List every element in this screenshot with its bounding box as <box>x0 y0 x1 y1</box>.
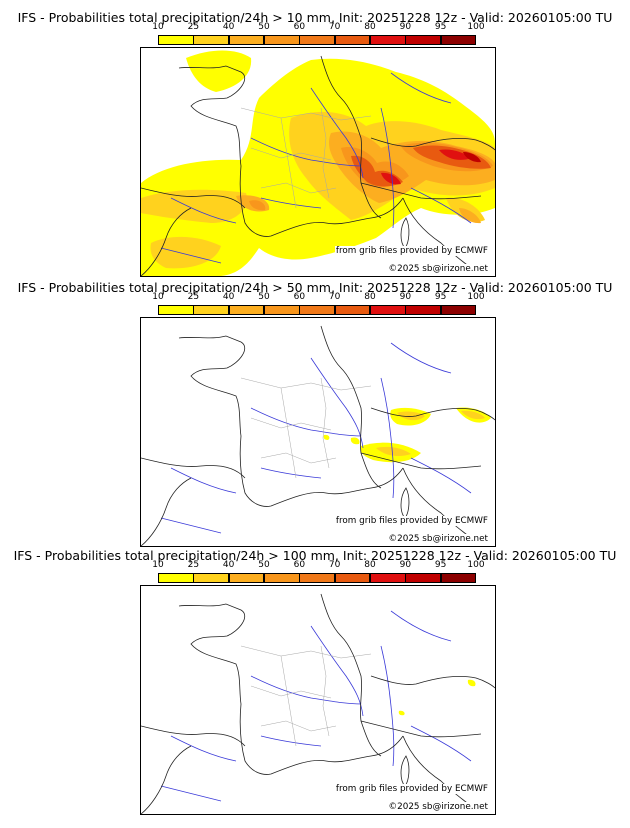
colorbar-segment <box>193 35 230 45</box>
panel-title: IFS - Probabilities total precipitation/… <box>13 548 617 563</box>
map-canvas <box>141 325 495 546</box>
colorbar-segment <box>334 305 371 315</box>
colorbar-tick-label: 90 <box>399 560 412 570</box>
colorbar-segment <box>369 305 406 315</box>
regional-borders <box>240 377 372 479</box>
colorbar-segment <box>369 35 406 45</box>
colorbar-tick-label: 25 <box>187 22 200 32</box>
colorbar-segment <box>158 573 194 583</box>
colorbar-segment <box>369 573 406 583</box>
colorbar-tick-label: 90 <box>399 292 412 302</box>
colorbar-tick-label: 95 <box>434 292 447 302</box>
colorbar-segment <box>405 573 442 583</box>
panel-title: IFS - Probabilities total precipitation/… <box>17 280 613 295</box>
colorbar-segment <box>440 573 477 583</box>
map-canvas <box>141 50 495 276</box>
colorbar-tick-label: 50 <box>258 22 270 32</box>
colorbar-tick-label: 100 <box>467 292 485 302</box>
colorbar-tick-label: 50 <box>258 560 270 570</box>
colorbar-tick-label: 10 <box>152 560 164 570</box>
colorbar-tick-label: 25 <box>187 292 200 302</box>
panel-title: IFS - Probabilities total precipitation/… <box>17 10 613 25</box>
colorbar-tick-label: 60 <box>293 22 306 32</box>
credit-copyright: ©2025 sb@irizone.net <box>387 264 489 274</box>
probability-map: from grib files provided by ECMWF ©2025 … <box>140 317 496 547</box>
colorbar-segment <box>263 305 300 315</box>
colorbar-tick-label: 70 <box>328 560 341 570</box>
colorbar-tick-label: 40 <box>222 22 235 32</box>
colorbar-segment <box>299 35 336 45</box>
regional-borders <box>240 645 372 747</box>
colorbar-segment <box>405 305 442 315</box>
colorbar-segment <box>158 305 194 315</box>
country-borders <box>141 593 495 814</box>
colorbar-tick-label: 70 <box>328 292 341 302</box>
colorbar-tick-label: 10 <box>152 292 164 302</box>
colorbar-ticks: 10 25 40 50 60 70 80 90 95 100 <box>152 292 484 304</box>
colorbar-segment <box>228 35 265 45</box>
credit-source: from grib files provided by ECMWF <box>334 784 489 794</box>
colorbar <box>158 35 477 47</box>
colorbar-tick-label: 50 <box>258 292 270 302</box>
colorbar-segment <box>405 35 442 45</box>
colorbar-tick-label: 100 <box>467 560 485 570</box>
colorbar-tick-label: 10 <box>152 22 164 32</box>
colorbar-segment <box>299 573 336 583</box>
rivers <box>160 610 472 802</box>
colorbar-tick-label: 95 <box>434 22 447 32</box>
map-panel-50mm: IFS - Probabilities total precipitation/… <box>0 280 630 550</box>
colorbar-segment <box>228 573 265 583</box>
map-panel-100mm: IFS - Probabilities total precipitation/… <box>0 548 630 818</box>
probability-map: from grib files provided by ECMWF ©2025 … <box>140 585 496 815</box>
country-borders <box>141 55 495 276</box>
precip-probability-field <box>398 679 476 716</box>
colorbar-tick-label: 40 <box>222 560 235 570</box>
colorbar-tick-label: 60 <box>293 292 306 302</box>
colorbar-tick-label: 70 <box>328 22 341 32</box>
colorbar-tick-label: 40 <box>222 292 235 302</box>
precip-probability-field <box>141 50 495 276</box>
colorbar-tick-label: 25 <box>187 560 200 570</box>
colorbar-tick-label: 90 <box>399 22 412 32</box>
credit-source: from grib files provided by ECMWF <box>334 516 489 526</box>
colorbar <box>158 305 477 317</box>
probability-map: from grib files provided by ECMWF ©2025 … <box>140 47 496 277</box>
credit-copyright: ©2025 sb@irizone.net <box>387 534 489 544</box>
colorbar-segment <box>193 305 230 315</box>
rivers <box>160 342 472 534</box>
colorbar-ticks: 10 25 40 50 60 70 80 90 95 100 <box>152 22 484 34</box>
map-panel-10mm: IFS - Probabilities total precipitation/… <box>0 10 630 280</box>
colorbar-segment <box>334 35 371 45</box>
colorbar-segment <box>334 573 371 583</box>
colorbar-segment <box>263 573 300 583</box>
credit-copyright: ©2025 sb@irizone.net <box>387 802 489 812</box>
colorbar-segment <box>440 35 477 45</box>
regional-borders <box>240 107 372 209</box>
map-canvas <box>141 593 495 814</box>
colorbar-segment <box>158 35 194 45</box>
colorbar-tick-label: 80 <box>364 292 376 302</box>
colorbar-segment <box>263 35 300 45</box>
colorbar-segment <box>193 573 230 583</box>
colorbar-tick-label: 100 <box>467 22 485 32</box>
colorbar-tick-label: 80 <box>364 560 376 570</box>
colorbar-segment <box>440 305 477 315</box>
colorbar-segment <box>228 305 265 315</box>
colorbar-tick-label: 95 <box>434 560 447 570</box>
credit-source: from grib files provided by ECMWF <box>334 246 489 256</box>
precip-probability-field <box>323 407 491 463</box>
colorbar-tick-label: 60 <box>293 560 306 570</box>
colorbar-segment <box>299 305 336 315</box>
colorbar <box>158 573 477 585</box>
colorbar-tick-label: 80 <box>364 22 376 32</box>
colorbar-ticks: 10 25 40 50 60 70 80 90 95 100 <box>152 560 484 572</box>
country-borders <box>141 325 495 546</box>
